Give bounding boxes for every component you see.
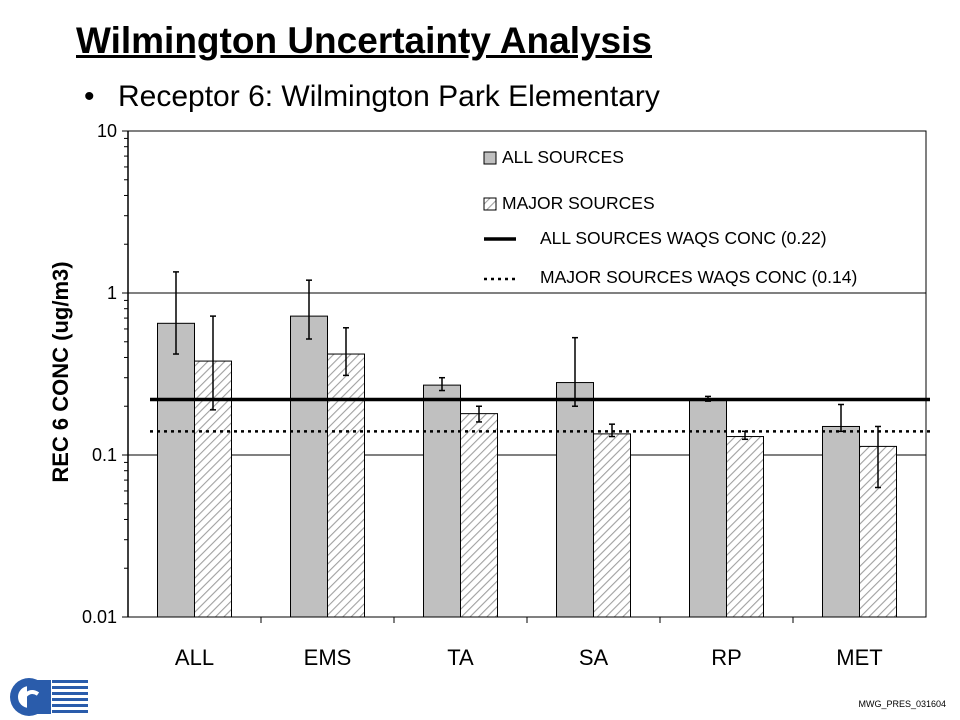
bar-all-sources — [290, 315, 328, 618]
bar-major-sources — [327, 353, 365, 618]
legend-label: ALL SOURCES — [502, 147, 624, 167]
bar-all-sources — [157, 322, 195, 618]
legend-label: ALL SOURCES WAQS CONC (0.22) — [540, 228, 827, 248]
x-tick-label: SA — [579, 645, 609, 670]
legend-label: MAJOR SOURCES WAQS CONC (0.14) — [540, 267, 857, 287]
x-tick-label: TA — [447, 645, 474, 670]
legend-swatch-all-sources — [483, 151, 497, 165]
legend: ALL SOURCES MAJOR SOURCES ALL SOURCES WAQS… — [483, 147, 857, 287]
bar-all-sources — [556, 382, 594, 618]
slide-subtitle: • Receptor 6: Wilmington Park Elementary — [84, 80, 660, 114]
bar-major-sources — [593, 433, 631, 618]
subtitle-text: Receptor 6: Wilmington Park Elementary — [118, 80, 660, 113]
legend-swatch-major-sources — [483, 197, 497, 211]
bar-all-sources — [689, 399, 727, 618]
bar-all-sources — [822, 425, 860, 618]
y-tick-label: 1 — [107, 283, 117, 303]
legend-label: MAJOR SOURCES — [502, 193, 655, 213]
plot-area: 0.01 0.1 1 10 ALL EMS TA SA RP MET — [82, 121, 927, 670]
y-tick-label: 10 — [97, 121, 117, 141]
company-logo — [10, 678, 88, 716]
bar-major-sources — [460, 413, 498, 618]
x-tick-label: ALL — [175, 645, 214, 670]
slide-title: Wilmington Uncertainty Analysis — [76, 20, 652, 61]
x-tick-label: EMS — [304, 645, 352, 670]
bar-all-sources — [423, 384, 461, 618]
y-tick-label: 0.01 — [82, 607, 117, 627]
bullet-icon: • — [84, 80, 95, 113]
x-tick-label: RP — [711, 645, 742, 670]
reference-lines — [150, 397, 930, 433]
x-tick-label: MET — [836, 645, 882, 670]
y-tick-label: 0.1 — [92, 445, 117, 465]
y-axis-title: REC 6 CONC (ug/m3) — [48, 261, 73, 482]
bar-major-sources — [726, 436, 764, 618]
footer-code: MWG_PRES_031604 — [858, 699, 946, 709]
